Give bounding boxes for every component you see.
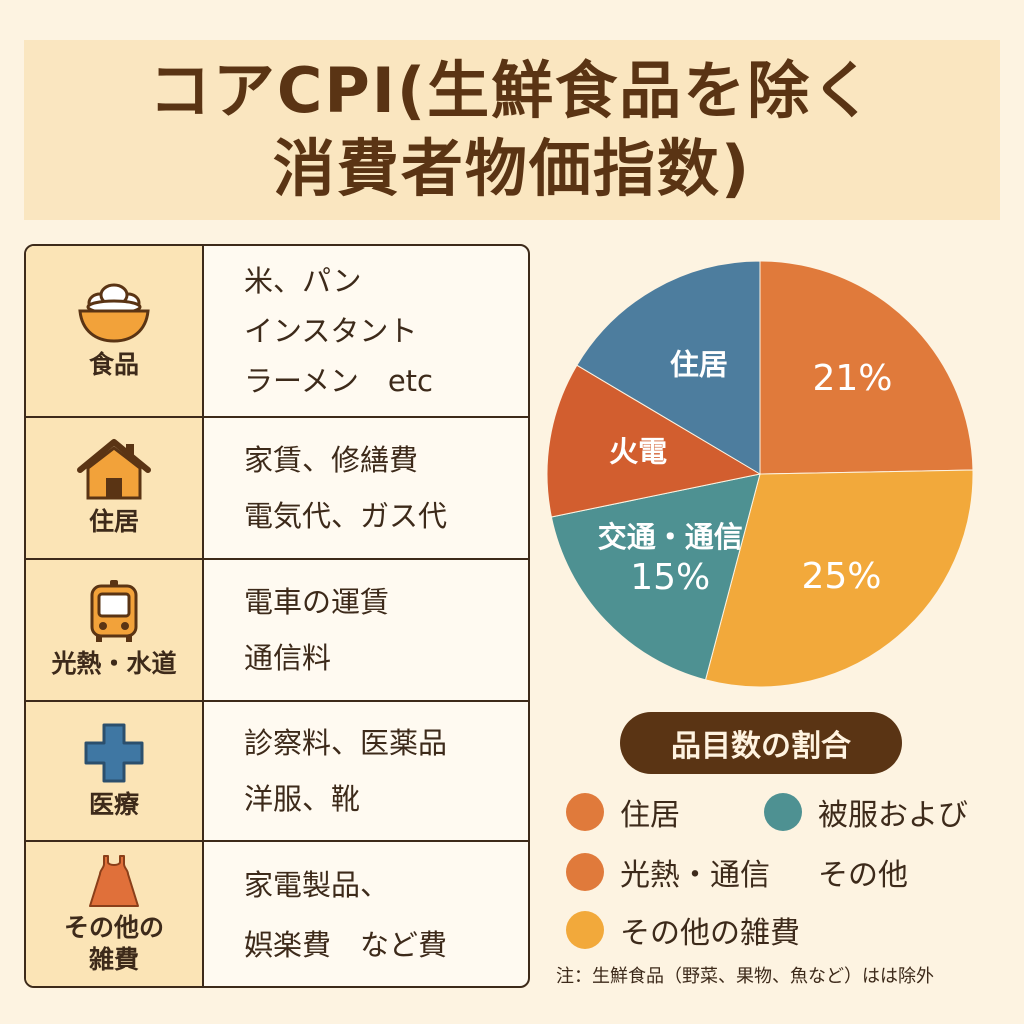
pie-value-label: 15% — [630, 557, 710, 598]
category-name-food: 食品 — [88, 350, 139, 379]
category-items: 電車の運賃 通信料 — [206, 560, 528, 700]
legend-label: その他の雑費 — [620, 916, 800, 951]
legend-item: 光熱・通信 — [566, 850, 770, 894]
category-items: 家電製品、 娯楽費 など費 — [206, 842, 528, 986]
category-cell: 医療 — [26, 702, 204, 840]
category-name-utilities: 光熱・水道 — [51, 649, 177, 678]
footnote: 注：生鮮食品（野菜、果物、魚など）はは除外 — [556, 966, 934, 987]
category-cell: 光熱・水道 — [26, 560, 204, 700]
category-item: 電車の運賃 — [244, 585, 390, 619]
category-cell: 住居 — [26, 418, 204, 558]
pie-slice — [704, 469, 974, 688]
legend-label: 被服および — [818, 798, 968, 833]
legend-item: その他 — [818, 850, 908, 894]
legend-label: 住居 — [620, 798, 680, 833]
pie-slice-label: 交通・通信 — [598, 520, 743, 554]
title-banner: コアCPI(生鮮食品を除く 消費者物価指数) — [24, 40, 1000, 220]
rice-bowl-icon — [74, 281, 154, 345]
pie-chart: 21% 25% 交通・通信 15% 火電 住居 — [540, 254, 980, 694]
pie-slice — [759, 260, 974, 475]
category-item: 米、パン — [244, 264, 362, 298]
category-name-medical: 医療 — [88, 790, 139, 819]
pie-slice — [550, 473, 761, 681]
pie-slice-label: 住居 — [670, 348, 728, 382]
category-item: 娯楽費 など費 — [244, 928, 448, 962]
category-item: インスタント — [244, 314, 418, 348]
category-cell: その他の 雑費 — [26, 842, 204, 986]
pie-slice — [576, 260, 761, 475]
legend-swatch — [566, 793, 604, 831]
legend-swatch — [566, 853, 604, 891]
legend-item: 住居 — [566, 790, 680, 834]
house-icon — [74, 438, 154, 502]
pie-slice-label: 火電 — [609, 435, 667, 469]
legend-swatch — [764, 793, 802, 831]
category-item: 通信料 — [244, 641, 332, 675]
train-icon — [74, 580, 154, 644]
pie-value-label: 25% — [802, 556, 882, 597]
legend-item: 被服および — [764, 790, 968, 834]
category-items: 米、パン インスタント ラーメン etc — [206, 246, 528, 416]
category-item: 電気代、ガス代 — [244, 499, 448, 533]
category-items: 家賃、修繕費 電気代、ガス代 — [206, 418, 528, 558]
pie-slice — [546, 364, 762, 518]
category-item: 洋服、靴 — [244, 782, 361, 816]
dress-icon — [74, 854, 154, 910]
legend-title: 品目数の割合 — [620, 712, 902, 774]
category-table: 食品 米、パン インスタント ラーメン etc 住居 家賃、修繕費 電気代、ガス… — [24, 244, 530, 988]
category-name-housing: 住居 — [88, 507, 139, 536]
category-name-misc-line-2: 雑費 — [88, 945, 139, 974]
table-row-housing: 住居 家賃、修繕費 電気代、ガス代 — [26, 418, 528, 560]
legend-swatch — [566, 911, 604, 949]
table-row-food: 食品 米、パン インスタント ラーメン etc — [26, 246, 528, 418]
category-item: 診察料、医薬品 — [244, 726, 448, 760]
category-item: 家電製品、 — [244, 868, 390, 902]
category-cell: 食品 — [26, 246, 204, 416]
category-name-misc-line-1: その他の — [63, 913, 164, 942]
table-row-medical: 医療 診察料、医薬品 洋服、靴 — [26, 702, 528, 842]
legend-label: その他 — [818, 858, 908, 893]
legend-label: 光熱・通信 — [620, 858, 770, 893]
category-item: 家賃、修繕費 — [244, 443, 419, 477]
category-item: ラーメン etc — [244, 364, 433, 398]
pie-value-label: 21% — [813, 358, 893, 399]
medical-cross-icon — [74, 721, 154, 785]
table-row-utilities: 光熱・水道 電車の運賃 通信料 — [26, 560, 528, 702]
legend-item: その他の雑費 — [566, 908, 800, 952]
page-title-line-1: コアCPI(生鮮食品を除く — [148, 54, 876, 127]
page-title-line-2: 消費者物価指数) — [272, 132, 752, 205]
category-items: 診察料、医薬品 洋服、靴 — [206, 702, 528, 840]
table-row-misc: その他の 雑費 家電製品、 娯楽費 など費 — [26, 842, 528, 986]
